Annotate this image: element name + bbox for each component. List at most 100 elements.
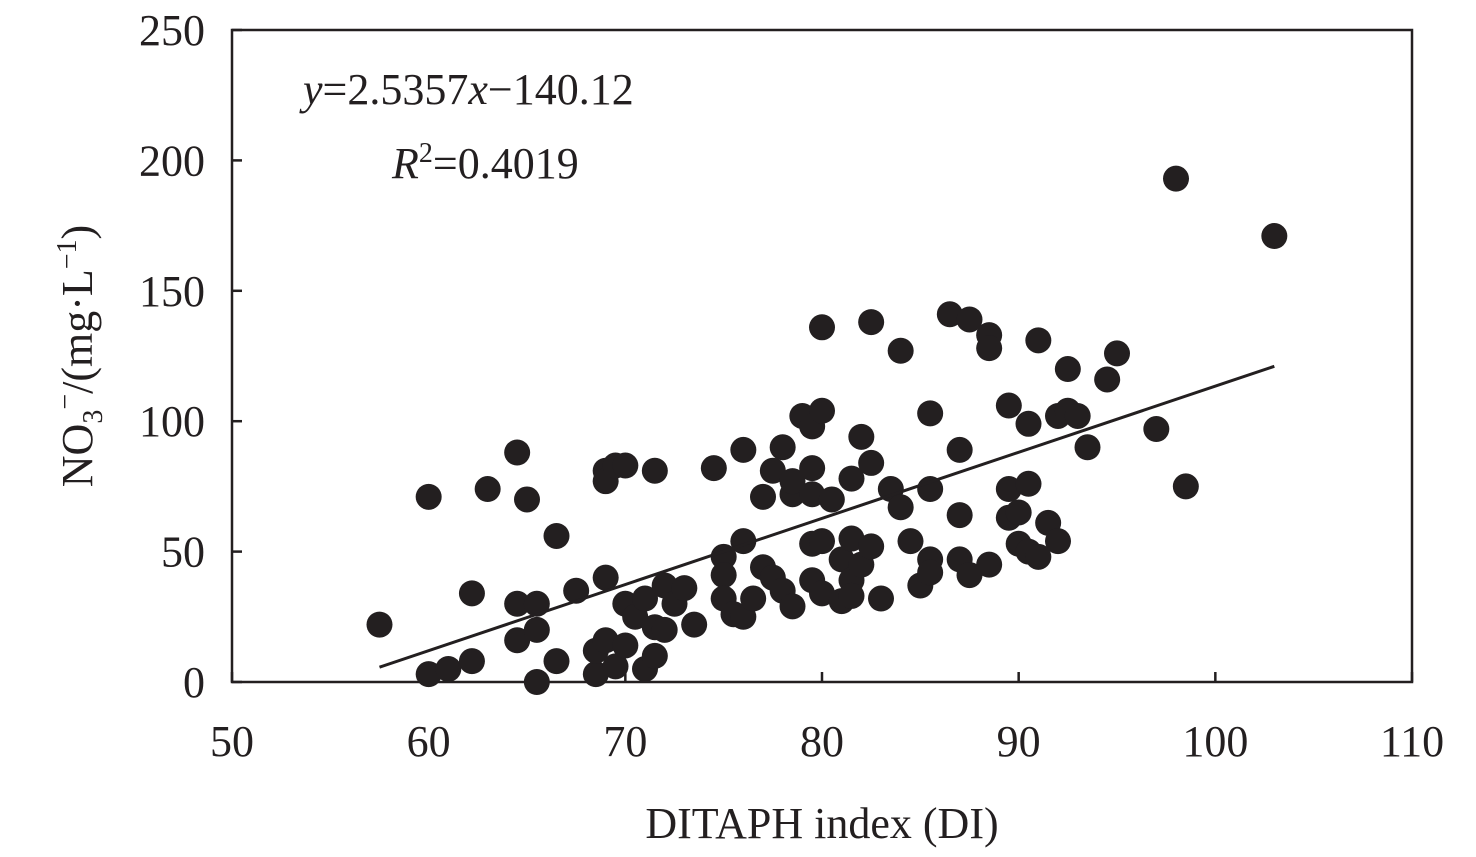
data-point [809,397,835,424]
regression-line [379,364,1275,669]
data-point [514,486,540,513]
data-point [1054,356,1081,383]
data-point [779,468,806,495]
y-tick-label: 50 [161,528,205,577]
data-point [838,465,865,492]
data-point [769,434,796,461]
data-point [1025,543,1052,570]
data-point [474,476,501,503]
data-point [730,436,757,463]
data-point [651,616,678,643]
x-tick-label: 110 [1380,717,1444,766]
data-point [1261,223,1288,250]
data-point [917,559,944,586]
data-point [458,580,485,607]
data-point [946,502,973,529]
data-point [592,564,619,591]
data-point [956,562,983,589]
data-point [612,452,639,479]
x-tick-label: 60 [407,717,451,766]
data-point [995,392,1022,419]
data-point [563,577,590,604]
data-point [956,306,983,333]
data-point [809,580,835,607]
data-point [740,585,767,612]
data-point [858,533,885,560]
data-point [976,551,1003,578]
data-point [1015,470,1042,497]
data-point [435,655,462,682]
x-tick-label: 50 [210,717,254,766]
y-tick-label: 200 [139,136,205,185]
data-point [1045,528,1071,555]
data-point [523,590,550,617]
data-point [523,669,550,695]
data-point [995,476,1022,503]
y-tick-label: 0 [183,658,205,707]
data-point [1172,473,1199,500]
data-point [750,483,776,510]
data-point [917,400,944,427]
data-point [936,301,963,328]
y-tick-label: 250 [139,6,205,55]
data-point [868,585,894,612]
data-point [366,611,393,638]
data-point [799,455,826,482]
y-tick-label: 150 [139,267,205,316]
data-point [543,522,570,549]
data-point [1025,327,1052,354]
x-tick-label: 70 [603,717,647,766]
data-point [917,476,944,503]
data-point [838,582,865,609]
data-point [602,653,629,680]
data-point [809,314,835,341]
data-point [1163,165,1189,192]
data-point [632,585,658,612]
data-point [1015,410,1042,437]
data-point [828,546,855,573]
data-point [700,455,727,482]
data-point [946,436,973,463]
data-point [415,483,442,510]
x-tick-label: 90 [997,717,1041,766]
data-point [415,661,442,688]
data-point [710,562,737,589]
data-point [858,449,885,476]
data-point [671,575,698,602]
data-point [641,642,668,669]
r-squared: R2=0.4019 [391,138,579,188]
x-axis-label: DITAPH index (DI) [645,799,998,848]
data-point [976,335,1003,362]
data-point [779,593,806,620]
data-point [887,337,914,364]
data-point [809,528,835,555]
regression-equation: y=2.5357x−140.12 [299,65,634,114]
data-point [612,632,639,659]
data-point [523,616,550,643]
data-point [1143,416,1170,443]
data-point [504,590,531,617]
y-tick-label: 100 [139,397,205,446]
data-point [592,627,619,654]
data-point [848,423,875,450]
data-point [641,457,668,484]
data-point [818,486,845,513]
data-point [1104,340,1130,367]
data-point [1074,434,1101,461]
data-point [458,648,485,675]
x-tick-label: 100 [1182,717,1248,766]
data-point [504,627,531,654]
x-tick-label: 80 [800,717,844,766]
data-point [504,439,531,466]
data-point [858,309,885,336]
data-point [1064,402,1091,429]
data-point [681,611,708,638]
data-point [759,457,786,484]
data-point [1094,366,1121,393]
data-point [799,481,826,508]
data-point [897,528,924,555]
data-point [543,648,570,675]
data-point [582,661,609,688]
